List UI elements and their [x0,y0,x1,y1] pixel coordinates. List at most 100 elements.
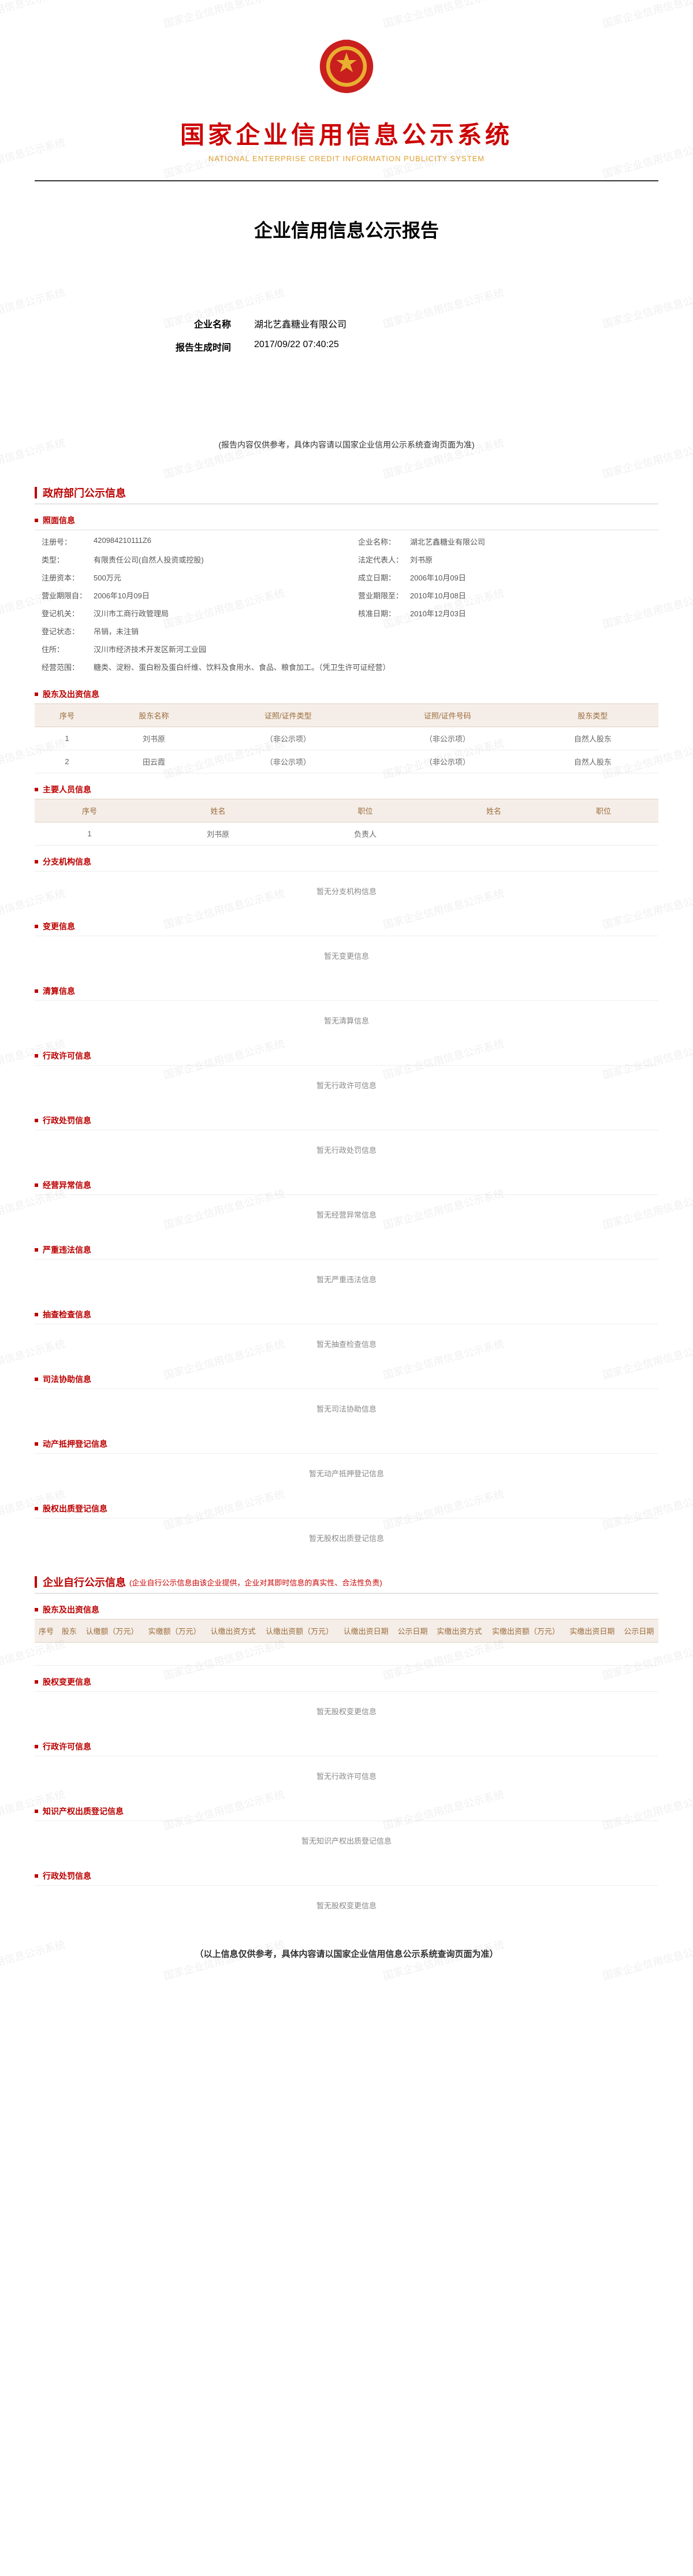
block-title-text: 清算信息 [43,985,75,997]
shareholders-block: 股东及出资信息 序号股东名称证照/证件类型证照/证件号码股东类型 1刘书原（非公… [35,688,658,773]
kv-key: 经营范围： [42,661,94,672]
watermark-text: 国家企业信用信息公示系统 [381,0,505,31]
empty-message: 暂无清算信息 [35,1000,658,1040]
empty-block: 分支机构信息暂无分支机构信息 [35,856,658,910]
report-title: 企业信用信息公示报告 [35,216,658,243]
empty-message: 暂无行政许可信息 [35,1756,658,1795]
table-header: 序号 [35,799,144,822]
meta-time-value: 2017/09/22 07:40:25 [254,340,520,353]
table-header: 姓名 [144,799,292,822]
block-title-text: 动产抵押登记信息 [43,1438,107,1450]
block-title-text: 严重违法信息 [43,1244,91,1256]
system-subtitle: NATIONAL ENTERPRISE CREDIT INFORMATION P… [35,154,658,163]
section-gov-title: 政府部门公示信息 [43,485,126,500]
table-header: 公示日期 [620,1620,658,1643]
basic-info-block: 照面信息 注册号：420984210111Z6 企业名称：湖北艺鑫糖业有限公司 … [35,515,658,678]
meta-name-label: 企业名称 [173,317,254,330]
basic-kv-grid: 注册号：420984210111Z6 企业名称：湖北艺鑫糖业有限公司 类型：有限… [35,530,658,678]
empty-block: 行政许可信息暂无行政许可信息 [35,1741,658,1795]
table-cell [549,822,658,846]
kv-key: 核准日期： [358,608,410,619]
table-cell: 2 [35,750,99,773]
empty-message: 暂无抽查检查信息 [35,1324,658,1363]
table-cell: 田云霞 [99,750,208,773]
kv-key: 法定代表人： [358,554,410,565]
empty-block: 股权出质登记信息暂无股权出质登记信息 [35,1503,658,1557]
watermark-text: 国家企业信用信息公示系统 [162,1936,286,1983]
table-header: 序号 [35,704,99,727]
empty-block: 行政许可信息暂无行政许可信息 [35,1050,658,1104]
table-cell: 1 [35,727,99,750]
block-title-text: 知识产权出质登记信息 [43,1806,124,1817]
table-cell: 自然人股东 [527,750,658,773]
table-header: 认缴出资日期 [338,1620,393,1643]
kv-val: 2010年10月08日 [410,590,651,601]
table-row: 2田云霞（非公示项）（非公示项）自然人股东 [35,750,658,773]
table-header: 认缴额（万元） [81,1620,143,1643]
table-header: 股东 [58,1620,81,1643]
section-self-header: 企业自行公示信息 (企业自行公示信息由该企业提供，企业对其即时信息的真实性、合法… [35,1574,658,1594]
kv-val: 2006年10月09日 [410,572,651,583]
block-dot-icon [35,1810,38,1813]
empty-block: 严重违法信息暂无严重违法信息 [35,1244,658,1298]
block-title-text: 经营异常信息 [43,1179,91,1191]
table-header: 序号 [35,1620,58,1643]
empty-message: 暂无分支机构信息 [35,871,658,910]
empty-message: 暂无知识产权出质登记信息 [35,1821,658,1860]
block-title-text: 行政处罚信息 [43,1115,91,1126]
empty-block: 抽查检查信息暂无抽查检查信息 [35,1309,658,1363]
kv-key: 企业名称： [358,536,410,547]
report-page: 国家企业信用信息公示系统国家企业信用信息公示系统国家企业信用信息公示系统国家企业… [0,0,693,1994]
meta-name-value: 湖北艺鑫糖业有限公司 [254,317,520,330]
table-header: 公示日期 [393,1620,432,1643]
kv-key: 营业期限自： [42,590,94,601]
table-cell: （非公示项） [208,727,368,750]
empty-block: 清算信息暂无清算信息 [35,985,658,1040]
table-header: 实缴额（万元） [143,1620,206,1643]
kv-key: 注册号： [42,536,94,547]
block-dot-icon [35,925,38,928]
footer-note: （以上信息仅供参考，具体内容请以国家企业信用信息公示系统查询页面为准） [35,1948,658,1960]
kv-val: 2006年10月09日 [94,590,335,601]
block-dot-icon [35,1183,38,1187]
personnel-table: 序号姓名职位姓名职位 1刘书原负责人 [35,799,658,846]
block-title-text: 股权出质登记信息 [43,1503,107,1514]
table-header: 实缴出资额（万元） [487,1620,565,1643]
empty-message: 暂无经营异常信息 [35,1194,658,1234]
system-title: 国家企业信用信息公示系统 [35,116,658,151]
watermark-text: 国家企业信用信息公示系统 [601,1936,693,1983]
watermark-text: 国家企业信用信息公示系统 [0,0,67,31]
disclaimer-top: (报告内容仅供参考，具体内容请以国家企业信用公示系统查询页面为准) [35,439,658,451]
watermark-text: 国家企业信用信息公示系统 [381,1936,505,1983]
table-cell: （非公示项） [368,750,527,773]
table-header: 职位 [549,799,658,822]
block-dot-icon [35,1608,38,1611]
table-cell [439,822,549,846]
block-title-text: 行政许可信息 [43,1741,91,1752]
block-dot-icon [35,1119,38,1122]
self-shareholder-title: 股东及出资信息 [43,1604,99,1615]
section-bar-icon [35,487,37,498]
table-header: 证照/证件类型 [208,704,368,727]
kv-val: 吊销，未注销 [94,626,651,636]
meta-time-label: 报告生成时间 [173,340,254,353]
table-cell: 负责人 [292,822,439,846]
empty-block: 司法协助信息暂无司法协助信息 [35,1373,658,1428]
empty-message: 暂无行政处罚信息 [35,1130,658,1169]
empty-block: 行政处罚信息暂无股权变更信息 [35,1870,658,1924]
watermark-text: 国家企业信用信息公示系统 [162,0,286,31]
empty-message: 暂无变更信息 [35,936,658,975]
kv-key: 登记机关： [42,608,94,619]
block-dot-icon [35,1874,38,1878]
block-title-text: 行政处罚信息 [43,1870,91,1882]
table-header: 股东类型 [527,704,658,727]
block-dot-icon [35,788,38,791]
block-dot-icon [35,519,38,522]
table-cell: 刘书原 [144,822,292,846]
kv-val: 刘书原 [410,554,651,565]
national-emblem [35,35,658,98]
table-cell: （非公示项） [368,727,527,750]
section-self-note: (企业自行公示信息由该企业提供，企业对其即时信息的真实性、合法性负责) [129,1577,382,1588]
kv-key: 注册资本： [42,572,94,583]
shareholders-table: 序号股东名称证照/证件类型证照/证件号码股东类型 1刘书原（非公示项）（非公示项… [35,703,658,773]
